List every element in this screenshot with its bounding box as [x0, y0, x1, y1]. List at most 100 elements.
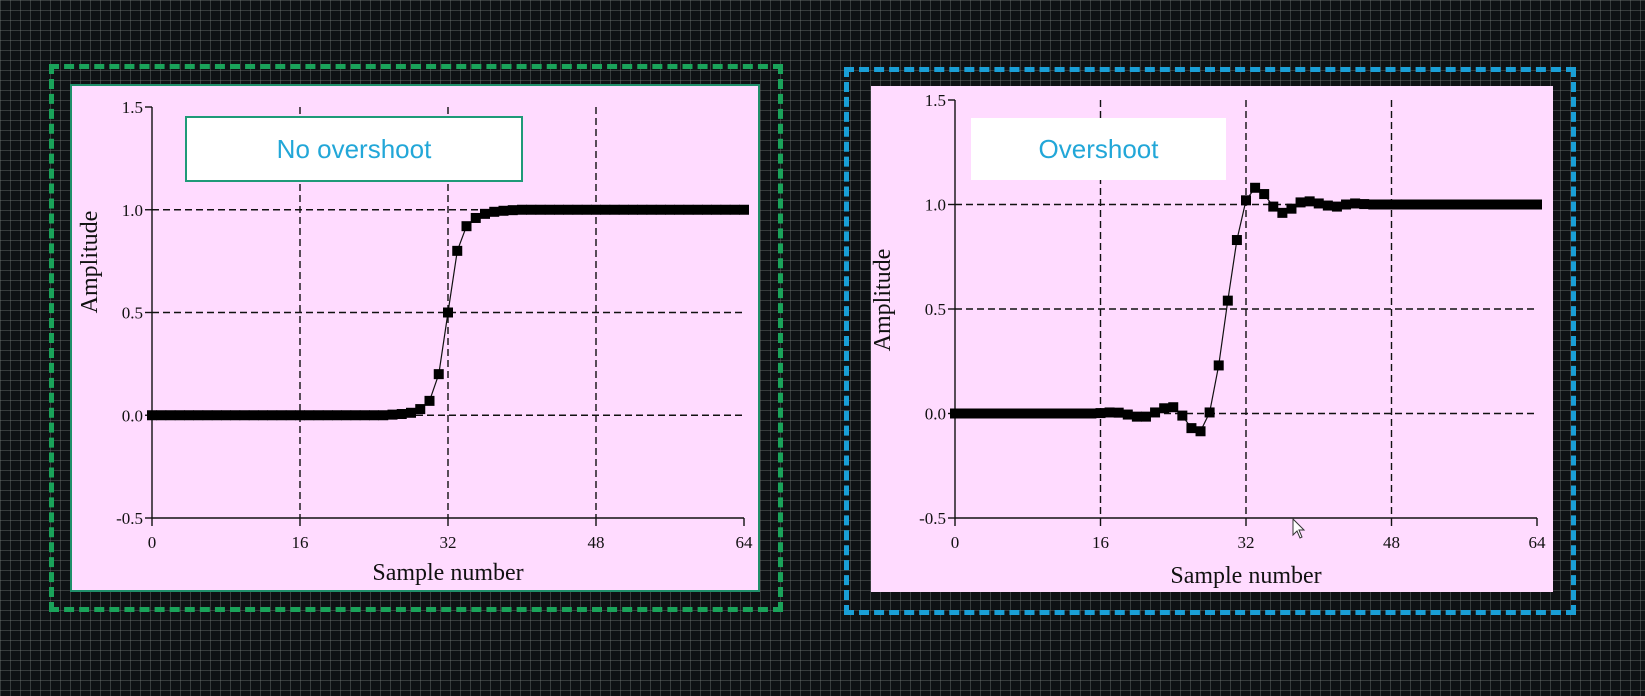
x-tick-label: 16 [292, 533, 309, 552]
data-point [230, 410, 241, 421]
data-point [1522, 199, 1533, 210]
data-point [739, 204, 749, 215]
data-point [1431, 199, 1442, 210]
data-point [1250, 182, 1261, 193]
data-point [1122, 409, 1133, 420]
data-point [202, 410, 213, 421]
data-point [184, 410, 194, 421]
data-point [1195, 426, 1206, 437]
data-point [461, 221, 472, 232]
data-point [498, 205, 509, 216]
data-point [285, 410, 296, 421]
data-point [711, 204, 722, 215]
data-point [729, 204, 740, 215]
x-axis-title: Sample number [372, 560, 523, 586]
data-point [1131, 411, 1142, 422]
data-point [507, 205, 518, 216]
overshoot-label: Overshoot [971, 118, 1226, 180]
data-point [977, 408, 988, 419]
data-point [147, 410, 157, 421]
data-point [1068, 408, 1079, 419]
data-point [174, 410, 185, 421]
data-point [655, 204, 666, 215]
y-tick-label: 0.0 [925, 405, 946, 424]
data-point [609, 204, 620, 215]
data-point [267, 410, 278, 421]
data-point [452, 245, 463, 256]
data-point [193, 410, 204, 421]
data-point [1441, 199, 1452, 210]
data-point [341, 410, 352, 421]
data-point [1377, 199, 1388, 210]
data-point [995, 408, 1006, 419]
y-axis-title: Amplitude [77, 211, 103, 314]
data-point [1204, 407, 1215, 418]
y-tick-label: -0.5 [919, 509, 946, 528]
data-point [387, 409, 398, 420]
data-point [1268, 201, 1279, 212]
data-point [1413, 199, 1424, 210]
x-axis-title: Sample number [1170, 563, 1321, 589]
y-tick-label: 1.5 [122, 98, 143, 117]
data-point [1468, 199, 1479, 210]
data-point [156, 410, 167, 421]
data-point [692, 204, 703, 215]
data-point [1486, 199, 1497, 210]
mouse-pointer-icon [1292, 518, 1306, 539]
data-point [1313, 198, 1324, 209]
data-point [258, 410, 268, 421]
data-point [1013, 408, 1024, 419]
data-point [1404, 199, 1415, 210]
data-point [211, 410, 222, 421]
data-point [322, 410, 333, 421]
data-point [1022, 408, 1033, 419]
data-point [563, 204, 574, 215]
data-point [646, 204, 657, 215]
data-point [1186, 423, 1197, 434]
x-tick-label: 32 [440, 533, 457, 552]
data-point [221, 410, 231, 421]
x-tick-label: 16 [1092, 533, 1109, 552]
y-axis-title: Amplitude [870, 249, 896, 352]
overshoot-frame [844, 67, 1576, 615]
data-point [1331, 201, 1342, 212]
data-point [1004, 408, 1015, 419]
y-tick-label: 1.0 [925, 196, 946, 215]
data-point [1341, 199, 1352, 210]
data-point [674, 204, 685, 215]
data-point [517, 204, 527, 215]
x-tick-label: 48 [588, 533, 605, 552]
data-point [1031, 408, 1042, 419]
data-point [1113, 407, 1124, 418]
data-point [1422, 199, 1433, 210]
data-point [1350, 198, 1361, 209]
data-point [406, 407, 416, 418]
data-point [415, 404, 426, 415]
data-point [396, 409, 407, 420]
data-point [480, 208, 490, 219]
data-point [1495, 199, 1506, 210]
y-tick-label: 1.5 [925, 91, 946, 110]
no-overshoot-label: No overshoot [185, 116, 523, 182]
y-tick-label: 0.5 [122, 304, 143, 323]
data-point [313, 410, 324, 421]
y-tick-label: 0.0 [122, 406, 143, 425]
data-point [1386, 199, 1397, 210]
data-point [1259, 189, 1270, 200]
data-point [1177, 410, 1188, 421]
data-point [1050, 408, 1061, 419]
x-tick-label: 0 [951, 533, 960, 552]
data-point [489, 206, 500, 217]
data-point [665, 204, 675, 215]
data-point [1295, 197, 1306, 208]
data-point [572, 204, 583, 215]
data-point [1504, 199, 1515, 210]
data-point [295, 410, 305, 421]
data-point [683, 204, 694, 215]
data-point [165, 410, 176, 421]
data-point [1059, 408, 1070, 419]
data-point [1395, 199, 1406, 210]
data-point [1077, 408, 1088, 419]
